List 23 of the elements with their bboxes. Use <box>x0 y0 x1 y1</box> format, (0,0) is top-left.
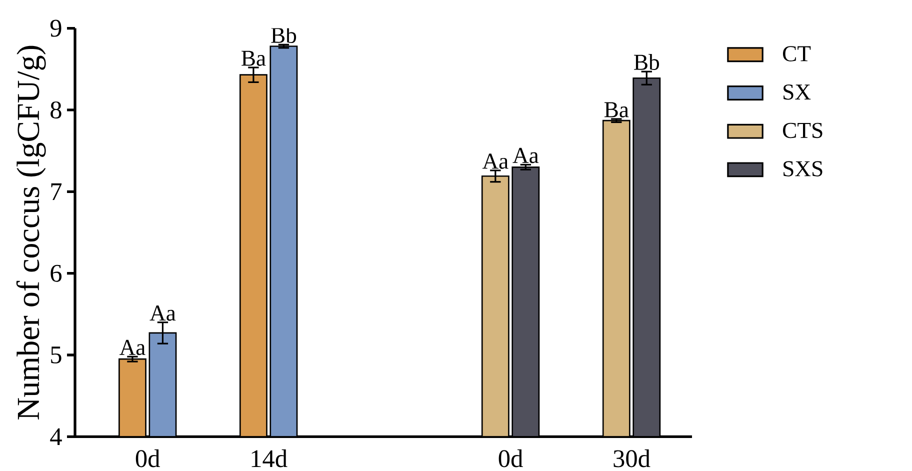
x-tick-label: 0d <box>498 449 523 468</box>
y-tick-label: 6 <box>50 264 62 282</box>
data-label: Aa <box>482 154 508 169</box>
data-label: Aa <box>150 306 176 321</box>
data-label: Ba <box>604 102 629 118</box>
x-tick-label: 14d <box>252 449 288 468</box>
legend-label: CTS <box>782 122 822 138</box>
y-tick-label: 4 <box>50 428 62 446</box>
x-tick-label: 30d <box>614 449 650 468</box>
legend-label: SXS <box>784 161 822 176</box>
data-label: Aa <box>119 340 146 356</box>
y-tick-label: 8 <box>50 101 62 119</box>
y-tick-label: 9 <box>50 20 62 37</box>
data-label: Bb <box>271 27 296 44</box>
data-label: Ba <box>242 50 266 66</box>
y-tick-label: 7 <box>51 183 62 200</box>
y-axis-title: Number of coccus (lgCFU/g) <box>16 46 46 420</box>
legend-label: CT <box>782 46 811 62</box>
y-tick-label: 5 <box>51 346 62 364</box>
legend-label: SX <box>784 84 811 100</box>
data-label: Aa <box>512 148 539 164</box>
data-label: Bb <box>634 54 660 70</box>
x-tick-label: 0d <box>136 449 160 468</box>
